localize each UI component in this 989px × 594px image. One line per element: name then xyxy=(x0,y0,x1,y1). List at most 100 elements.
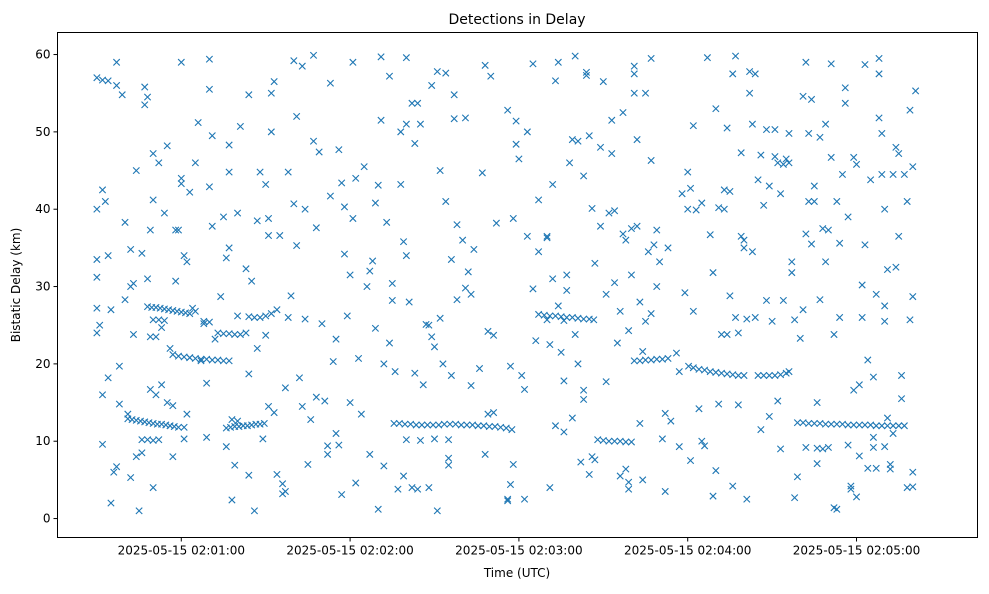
data-point xyxy=(135,507,143,515)
data-point xyxy=(810,197,818,206)
data-point xyxy=(540,311,548,319)
data-point xyxy=(138,449,146,457)
data-point xyxy=(751,70,759,78)
data-point xyxy=(810,182,818,190)
data-point xyxy=(444,436,453,444)
data-point xyxy=(909,483,917,491)
data-point xyxy=(858,281,866,289)
data-point xyxy=(143,436,152,444)
data-point xyxy=(231,330,239,339)
data-point xyxy=(250,507,259,515)
data-point xyxy=(872,422,880,430)
data-point xyxy=(233,209,242,217)
data-point xyxy=(616,437,624,445)
data-point xyxy=(549,275,557,283)
data-point xyxy=(245,91,253,99)
data-point xyxy=(588,204,596,213)
data-point xyxy=(610,279,619,287)
data-point xyxy=(802,443,810,451)
data-point xyxy=(98,391,107,399)
data-point xyxy=(228,415,236,424)
data-point xyxy=(760,201,768,209)
data-point xyxy=(127,245,135,254)
data-point xyxy=(512,117,520,125)
y-tick-label: 10 xyxy=(35,434,50,448)
data-point xyxy=(881,443,889,451)
data-point xyxy=(782,155,790,163)
data-point xyxy=(340,203,349,211)
data-point xyxy=(174,352,183,360)
data-point xyxy=(889,422,897,430)
data-point xyxy=(141,83,149,91)
data-point xyxy=(717,369,726,377)
data-point xyxy=(627,438,636,446)
data-point xyxy=(222,443,230,451)
data-point xyxy=(872,290,880,298)
data-point xyxy=(746,89,754,97)
data-point xyxy=(264,214,273,223)
data-point xyxy=(160,209,169,217)
data-point xyxy=(650,241,658,249)
data-point xyxy=(864,464,872,472)
data-point xyxy=(93,304,101,312)
data-point xyxy=(757,151,765,159)
data-point xyxy=(602,290,610,298)
data-point xyxy=(276,231,284,240)
data-point xyxy=(712,467,720,475)
data-point xyxy=(816,419,824,428)
data-point xyxy=(177,174,185,182)
data-point xyxy=(684,168,692,176)
data-point xyxy=(740,236,748,244)
data-point xyxy=(762,296,771,305)
data-point xyxy=(416,120,425,128)
data-point xyxy=(698,199,706,207)
data-point xyxy=(771,371,779,380)
data-point xyxy=(686,456,695,465)
data-point xyxy=(96,321,104,329)
data-point xyxy=(667,417,675,425)
data-point xyxy=(377,53,385,61)
data-point xyxy=(751,313,759,322)
data-point xyxy=(295,374,304,382)
data-point xyxy=(833,505,841,513)
data-point xyxy=(205,183,214,191)
data-point xyxy=(883,265,892,274)
data-point xyxy=(129,330,138,339)
data-point xyxy=(709,269,717,277)
data-point xyxy=(819,224,827,233)
data-point xyxy=(484,410,492,418)
data-point xyxy=(93,255,101,264)
data-point xyxy=(160,316,169,325)
data-point xyxy=(467,290,475,298)
data-point xyxy=(574,360,582,368)
data-point xyxy=(625,485,633,493)
data-point xyxy=(425,321,433,329)
data-point xyxy=(203,355,211,363)
data-point xyxy=(214,356,222,364)
data-point xyxy=(776,190,785,198)
x-axis-ticks: 2025-05-15 02:01:00 2025-05-15 02:02:00 20… xyxy=(118,537,920,558)
data-point xyxy=(712,368,720,376)
data-point xyxy=(304,460,312,469)
data-point xyxy=(681,289,689,297)
data-point xyxy=(881,302,889,310)
data-point xyxy=(785,159,793,167)
data-point xyxy=(408,99,416,107)
data-point xyxy=(580,395,588,404)
data-point xyxy=(852,160,861,168)
data-point xyxy=(489,409,498,417)
chart-title: Detections in Delay xyxy=(448,12,585,28)
data-point xyxy=(546,340,554,349)
data-point xyxy=(397,180,405,189)
data-point xyxy=(512,140,520,148)
data-point xyxy=(450,115,458,123)
data-point xyxy=(366,450,374,458)
data-point xyxy=(399,472,408,480)
data-point xyxy=(847,485,855,493)
data-point xyxy=(551,422,560,430)
data-point xyxy=(900,170,908,178)
data-point xyxy=(129,279,138,288)
data-point xyxy=(112,58,121,66)
data-point xyxy=(208,132,216,140)
y-axis-label: Bistatic Delay (km) xyxy=(9,228,23,343)
